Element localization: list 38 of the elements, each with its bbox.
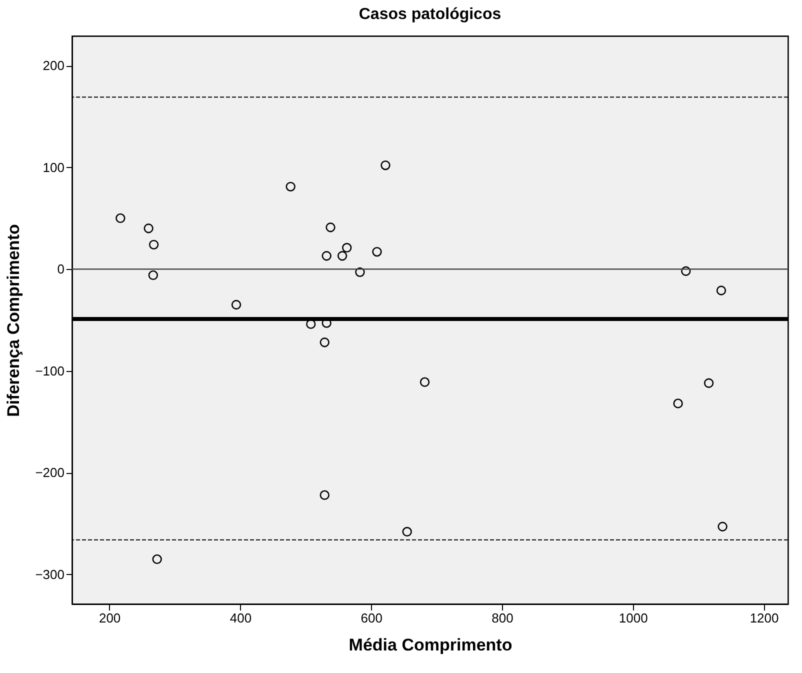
point [320, 490, 330, 500]
point [116, 213, 126, 224]
y-axis-title: Diferença Comprimento [4, 224, 24, 417]
point [148, 240, 159, 250]
point [342, 242, 352, 253]
point [420, 377, 430, 387]
x-axis-title: Média Comprimento [348, 636, 512, 654]
point [372, 246, 382, 257]
point [673, 398, 683, 408]
point [681, 266, 691, 276]
x-tick-label: 1200 [750, 610, 779, 626]
x-tick-label: 400 [230, 610, 252, 626]
y-tick-label: −100 [35, 363, 64, 378]
x-tick-label: 200 [98, 610, 121, 626]
point [320, 338, 330, 348]
point [231, 300, 242, 310]
point [716, 286, 726, 296]
y-tick-label: 100 [42, 160, 64, 175]
x-tick-label: 600 [360, 610, 382, 626]
y-tick-label: 0 [57, 262, 64, 277]
point [380, 160, 390, 170]
y-tick-label: −300 [35, 566, 64, 582]
point [144, 224, 154, 234]
point [148, 270, 158, 280]
x-tick-label: 1000 [618, 610, 648, 626]
point [337, 251, 348, 261]
y-tick-label: 200 [42, 58, 64, 74]
chart-title: Casos patológicos [358, 6, 502, 23]
point [718, 522, 728, 532]
point [326, 222, 336, 232]
point [322, 251, 332, 261]
point [402, 526, 412, 537]
point [152, 554, 162, 564]
point [704, 378, 714, 388]
point [286, 182, 296, 192]
x-tick-label: 800 [492, 610, 514, 626]
y-tick-label: −200 [35, 465, 64, 480]
point [355, 267, 365, 277]
